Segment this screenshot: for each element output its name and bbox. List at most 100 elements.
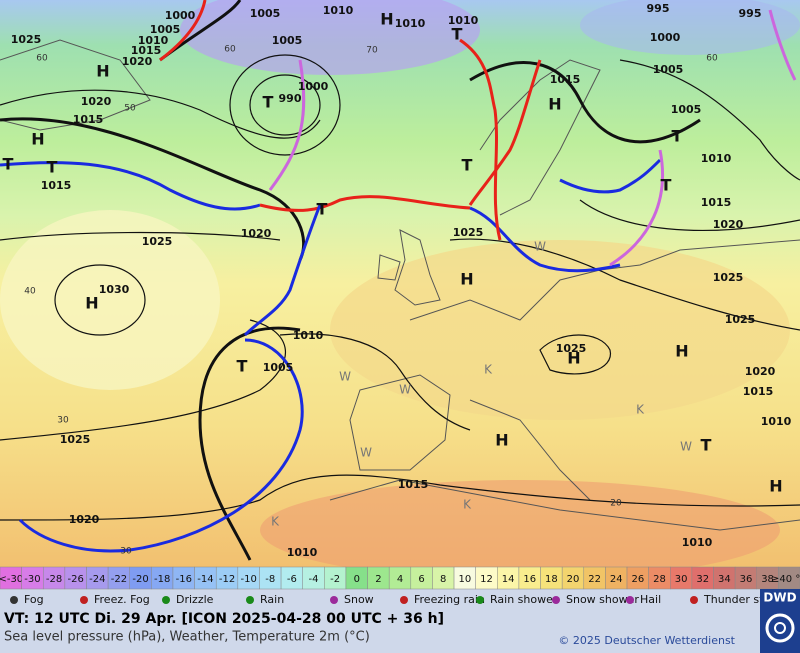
- scale-label: 28: [653, 574, 666, 585]
- occlusion: [768, 9, 797, 81]
- map-letter: K: [271, 515, 280, 529]
- isotherm-label: 60: [224, 45, 236, 55]
- map-letter: W: [680, 440, 692, 454]
- isobar-label: 1010: [701, 152, 732, 165]
- cold-front: [243, 204, 322, 337]
- logo-text: DWD: [763, 591, 796, 605]
- high-pressure: H: [675, 342, 688, 361]
- weather-symbol: [162, 596, 170, 604]
- weather-label: Freezing rain: [414, 593, 485, 606]
- isobar-label: 1015: [131, 44, 162, 57]
- low-pressure: T: [701, 436, 712, 455]
- coast: [377, 254, 401, 281]
- isobar-label: 1020: [122, 55, 153, 68]
- isobar-label: 1025: [142, 235, 173, 248]
- occlusion: [268, 59, 306, 191]
- isobar-label: 1020: [745, 365, 776, 378]
- scale-label: -14: [197, 574, 213, 585]
- isobar-label: 1010: [323, 4, 354, 17]
- cold-front: [559, 158, 662, 194]
- weather-legend: Fog Freez. Fog Drizzle Rain Snow Freezing rai…: [10, 593, 785, 606]
- scale-label: 16: [523, 574, 536, 585]
- scale-label: <-30: [0, 574, 23, 585]
- weather-symbol: [552, 596, 560, 604]
- isobar-label: 1030: [99, 283, 130, 296]
- warm-area: [0, 210, 220, 390]
- coast: [479, 59, 601, 216]
- low-pressure: T: [237, 357, 248, 376]
- cold-area: [180, 0, 480, 75]
- scale-label: 2: [375, 574, 381, 585]
- scale-label: -4: [309, 574, 319, 585]
- isotherm-label: 50: [124, 104, 136, 114]
- isobar-label: 1020: [713, 218, 744, 231]
- high-pressure: H: [460, 270, 473, 289]
- high-pressure: H: [548, 95, 561, 114]
- low-pressure: T: [47, 158, 58, 177]
- scale-label: 32: [696, 574, 709, 585]
- weather-label: Fog: [24, 593, 44, 606]
- map-letter: K: [463, 498, 472, 512]
- high-pressure: H: [85, 294, 98, 313]
- weather-symbol: [476, 596, 484, 604]
- isotherm-label: 40: [24, 287, 36, 297]
- scale-label: 10: [458, 574, 471, 585]
- map-letter: K: [636, 403, 645, 417]
- trough: [469, 61, 701, 144]
- weather-symbol: [10, 596, 18, 604]
- isobar-label: 1000: [165, 9, 196, 22]
- isotherm-label: 30: [57, 416, 69, 426]
- low-pressure: T: [462, 156, 473, 175]
- scale-label: -28: [46, 574, 62, 585]
- isobar-label: 1025: [11, 33, 42, 46]
- scale-label: 4: [397, 574, 403, 585]
- weather-symbol: [246, 596, 254, 604]
- warm-area: [330, 240, 790, 420]
- high-pressure: H: [31, 130, 44, 149]
- isobar-label: 1010: [448, 14, 479, 27]
- isobar-label: 1015: [398, 478, 429, 491]
- isotherm-label: 30: [120, 547, 132, 557]
- isotherm-label: 60: [706, 54, 718, 64]
- isobar-label: 1015: [41, 179, 72, 192]
- isobar-label: 1010: [682, 536, 713, 549]
- cold-front: [18, 338, 304, 553]
- coastlines: [0, 39, 800, 531]
- scale-label: -2: [330, 574, 340, 585]
- temperature-scale: <-30 -30 -28 -26 -24 -22 -20 -18 -16 -14 -12 -10 -8-…: [0, 566, 800, 590]
- isobar-label: 1010: [287, 546, 318, 559]
- isobar: [279, 333, 471, 431]
- isobar-label: 1020: [241, 227, 272, 240]
- isobar: [619, 59, 800, 181]
- coast: [349, 374, 451, 471]
- weather-symbol: [626, 596, 634, 604]
- scale-label: 24: [610, 574, 623, 585]
- scale-label: 30: [675, 574, 688, 585]
- weather-label: Snow shower: [566, 593, 639, 606]
- isobar-label: 1025: [453, 226, 484, 239]
- high-pressure: H: [495, 431, 508, 450]
- scale-label: 36: [740, 574, 753, 585]
- isotherm-label: 20: [610, 499, 622, 509]
- scale-label: -24: [89, 574, 105, 585]
- isobar-label: 1005: [653, 63, 684, 76]
- weather-symbol: [690, 596, 698, 604]
- high-pressure: H: [769, 477, 782, 496]
- scale-label: 6: [418, 574, 424, 585]
- scale-label: 12: [480, 574, 493, 585]
- map-letter: W: [399, 383, 411, 397]
- scale-label: 20: [567, 574, 580, 585]
- warm-front: [159, 0, 207, 62]
- isobar-label: 1025: [725, 313, 756, 326]
- coast: [469, 399, 591, 501]
- weather-label: Drizzle: [176, 593, 214, 606]
- weather-label: Rain shower: [490, 593, 558, 606]
- map-letter: W: [534, 240, 546, 254]
- fronts: [0, 0, 797, 553]
- weather-symbol: [330, 596, 338, 604]
- logo-swirl: [765, 613, 795, 643]
- coast: [329, 479, 800, 531]
- high-pressure: H: [96, 62, 109, 81]
